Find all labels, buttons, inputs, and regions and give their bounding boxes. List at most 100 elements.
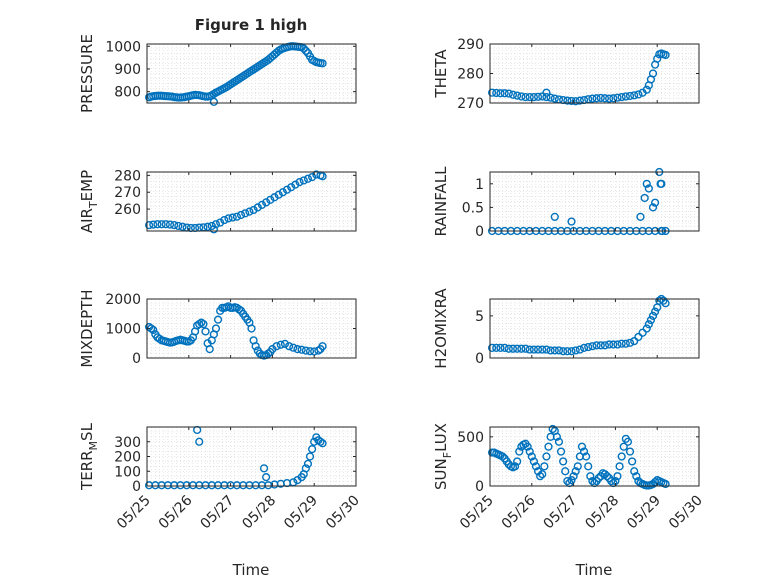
data-point	[630, 467, 639, 476]
data-point	[596, 341, 605, 350]
data-point	[276, 340, 285, 349]
data-point	[630, 337, 639, 346]
data-point	[508, 90, 518, 99]
data-point	[642, 324, 651, 333]
x-axis-label-right: Time	[575, 561, 613, 579]
y-tick-label: 800	[114, 85, 141, 101]
y-tick-label: 290	[457, 37, 484, 53]
x-tick-label: 05/26	[156, 492, 196, 532]
data-point	[303, 174, 313, 183]
data-point	[596, 93, 605, 103]
data-point	[301, 46, 310, 55]
y-axis-label: RAINFALL	[432, 166, 450, 237]
data-point	[533, 92, 543, 101]
data-point	[640, 193, 649, 203]
data-point	[262, 198, 271, 207]
data-point	[496, 343, 505, 352]
data-point	[508, 344, 518, 353]
data-point	[205, 345, 214, 354]
data-point	[305, 452, 315, 461]
data-point	[536, 472, 545, 481]
data-point	[575, 345, 584, 354]
data-point	[573, 462, 582, 471]
y-tick-label: 0	[132, 479, 141, 495]
data-point	[529, 457, 538, 466]
data-point	[613, 472, 622, 481]
data-point	[510, 462, 520, 471]
data-point	[500, 89, 509, 98]
data-point	[308, 172, 317, 182]
data-point	[588, 94, 597, 103]
data-point	[538, 470, 547, 479]
axes-box	[489, 298, 700, 359]
data-point	[584, 342, 593, 352]
data-point	[170, 221, 179, 230]
data-point	[619, 442, 628, 451]
y-tick-label: 900	[114, 62, 141, 78]
data-point	[600, 94, 610, 103]
y-tick-label: 200	[114, 450, 141, 466]
data-point	[588, 476, 597, 486]
data-point	[504, 344, 513, 353]
data-point	[563, 347, 572, 356]
data-point	[299, 44, 308, 53]
data-point	[513, 344, 522, 353]
data-point	[515, 447, 524, 456]
axes-box	[146, 171, 357, 232]
data-point	[613, 93, 622, 102]
data-point	[500, 343, 509, 352]
data-point	[274, 190, 283, 199]
y-tick-label: 1000	[105, 322, 141, 338]
data-point	[607, 476, 616, 486]
figure-title: Figure 1 high	[195, 16, 308, 34]
y-tick-label: 0	[475, 351, 484, 367]
data-point	[552, 432, 561, 441]
data-point	[504, 89, 513, 98]
data-point	[157, 220, 166, 229]
data-point	[592, 341, 601, 350]
data-point	[628, 457, 637, 466]
data-point	[571, 467, 580, 476]
data-point	[241, 209, 250, 218]
data-point	[270, 193, 279, 202]
subplot-theta: 270 280 290 THETA	[432, 37, 700, 112]
data-point	[318, 439, 327, 448]
data-point	[538, 345, 547, 354]
data-point	[521, 344, 530, 353]
y-axis-label: AIRTEMP	[78, 170, 100, 233]
y-tick-label: 280	[114, 168, 141, 184]
x-tick-label: 05/25	[114, 493, 154, 533]
data-point	[245, 207, 254, 216]
y-tick-label: 5	[475, 309, 484, 325]
subplot-sun: 0 500 05/25 05/26 05/27 05/28 05/29 05/30 SUNFLU…	[432, 423, 706, 532]
data-point	[149, 325, 158, 335]
data-point	[617, 92, 626, 102]
data-point	[195, 319, 204, 329]
data-point	[527, 452, 536, 461]
data-point	[149, 220, 158, 229]
data-point	[301, 464, 310, 473]
y-tick-label: 280	[457, 67, 484, 83]
data-point	[257, 200, 267, 209]
data-point	[517, 344, 526, 353]
data-point	[195, 437, 204, 446]
data-point	[211, 324, 221, 333]
data-point	[228, 213, 237, 222]
data-point	[588, 342, 597, 351]
data-point	[567, 96, 576, 106]
data-point	[582, 452, 591, 461]
y-tick-label: 270	[457, 96, 484, 112]
data-point	[144, 221, 154, 230]
data-point	[563, 96, 572, 105]
data-point	[178, 222, 187, 231]
data-point	[272, 342, 281, 351]
y-tick-label: 300	[114, 435, 141, 451]
y-axis-label: TERRMSL	[78, 422, 100, 491]
x-tick-label: 05/28	[582, 493, 622, 533]
x-tick-label: 05/27	[541, 493, 581, 533]
data-point	[617, 339, 626, 348]
y-axis-label: MIXDEPTH	[78, 289, 96, 367]
data-point	[646, 315, 656, 325]
data-point	[513, 457, 522, 466]
data-point	[594, 474, 603, 483]
